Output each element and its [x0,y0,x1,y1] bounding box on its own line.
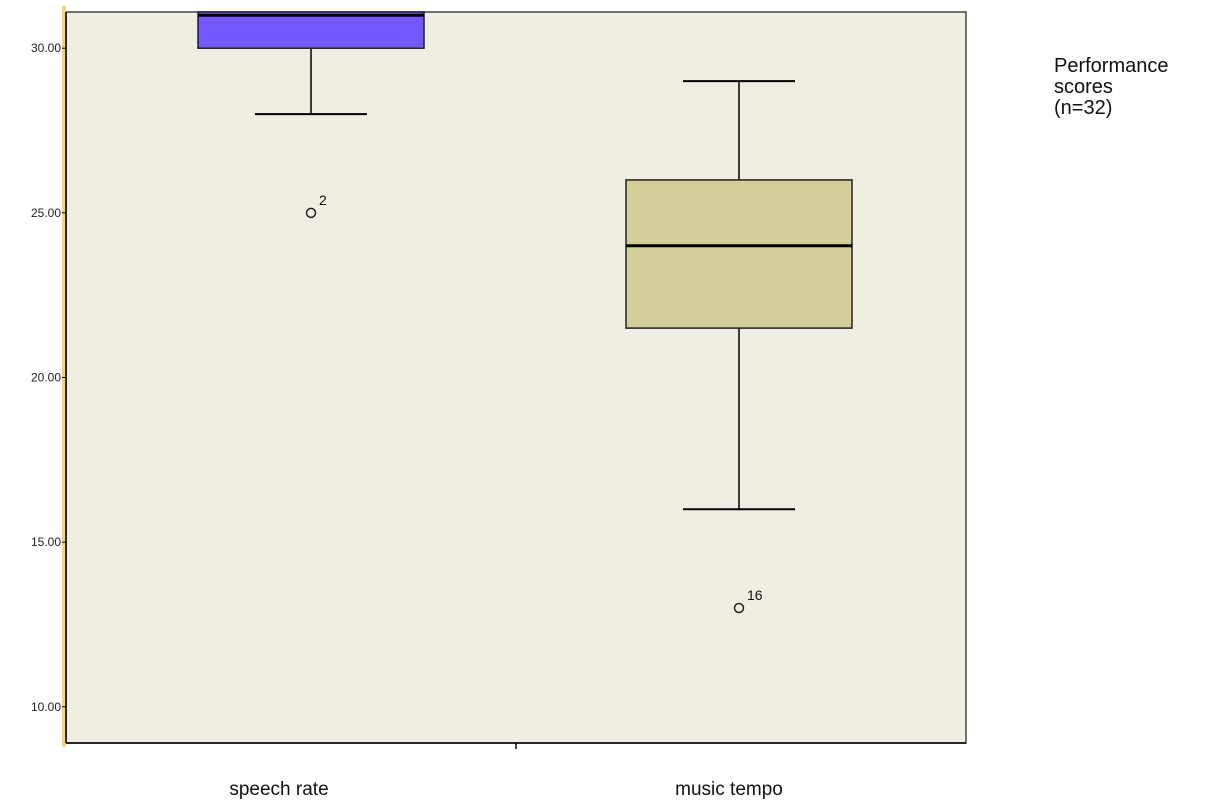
outlier-label: 2 [319,192,327,208]
x-category-label: speech rate [229,779,328,800]
outlier-point [305,207,317,219]
y-tick-label: 15.00 [31,535,61,549]
y-tick-label: 25.00 [31,206,61,220]
outlier-label: 16 [747,587,763,603]
box-0 [197,11,425,49]
legend-line-1: Performance [1054,55,1169,77]
legend-line-3: (n=32) [1054,97,1113,119]
box-1 [625,179,853,329]
y-tick-label: 30.00 [31,41,61,55]
y-tick-label: 10.00 [31,700,61,714]
outlier-point [733,602,745,614]
legend-line-2: scores [1054,76,1113,98]
y-tick-label: 20.00 [31,371,61,385]
plot-area [65,11,967,744]
legend: Performance scores (n=32) [1054,56,1169,119]
x-category-label: music tempo [675,779,783,800]
